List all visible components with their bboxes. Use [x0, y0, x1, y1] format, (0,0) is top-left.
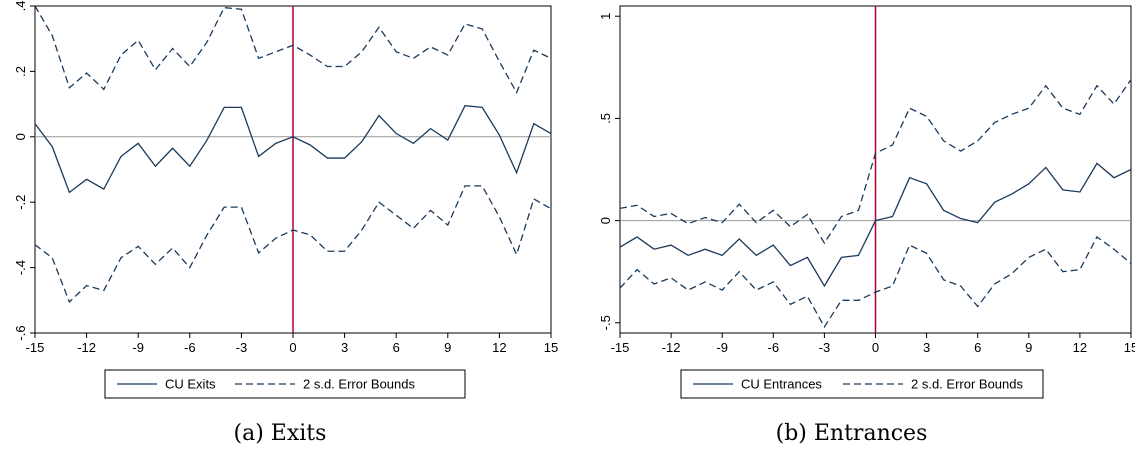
x-tick-label: -15 [611, 340, 630, 355]
x-tick-label: 9 [1025, 340, 1032, 355]
legend-label-error-bounds: 2 s.d. Error Bounds [911, 377, 1023, 392]
x-tick-label: -3 [236, 340, 248, 355]
x-tick-label: -15 [26, 340, 45, 355]
y-tick-label: -.2 [13, 195, 28, 210]
x-tick-label: 0 [289, 340, 296, 355]
y-tick-label: .5 [598, 113, 613, 124]
y-tick-label: .2 [13, 66, 28, 77]
entrances-chart: -.5 0 .5 1 -15 -12 -9 -6 -3 0 3 6 9 12 15 CU Entrances 2… [598, 5, 1135, 399]
y-tick-label: 0 [13, 133, 28, 140]
y-tick-label: -.4 [13, 260, 28, 275]
y-tick-label: 0 [598, 217, 613, 224]
x-tick-label: -12 [77, 340, 96, 355]
chart-legend: CU Exits 2 s.d. Error Bounds [104, 369, 466, 399]
x-tick-label: 9 [444, 340, 451, 355]
x-tick-label: -9 [132, 340, 144, 355]
lower-error-bound-line [34, 185, 552, 304]
x-tick-label: 12 [1073, 340, 1087, 355]
y-tick-label: -.5 [598, 315, 613, 330]
chart-caption-entrances: (b) Entrances [775, 421, 928, 446]
y-tick-label: -.6 [13, 325, 28, 340]
legend-box [680, 369, 1044, 399]
chart-legend: CU Entrances 2 s.d. Error Bounds [680, 369, 1044, 399]
x-tick-label: 15 [1124, 340, 1135, 355]
x-tick-label: 6 [974, 340, 981, 355]
x-tick-label: 15 [544, 340, 558, 355]
x-tick-label: 3 [923, 340, 930, 355]
exits-chart: -.6 -.4 -.2 0 .2 .4 -15 -12 -9 -6 -3 0 3 6 9 12 15 CU Exi… [13, 1, 558, 399]
y-tick-label: .4 [13, 1, 28, 12]
x-tick-label: 3 [341, 340, 348, 355]
upper-error-bound-line [34, 5, 552, 95]
legend-label-estimate: CU Exits [165, 377, 216, 392]
x-tick-label: 0 [872, 340, 879, 355]
x-tick-label: 12 [492, 340, 506, 355]
x-tick-label: -6 [184, 340, 196, 355]
chart-caption-exits: (a) Exits [233, 421, 327, 446]
point-estimate-line [619, 162, 1132, 288]
upper-error-bound-line [619, 79, 1132, 245]
x-tick-label: 6 [393, 340, 400, 355]
x-tick-label: -9 [716, 340, 728, 355]
y-tick-label: 1 [598, 13, 613, 20]
chart-panel-exits: -.6 -.4 -.2 0 .2 .4 -15 -12 -9 -6 -3 0 3 6 9 12 15 CU Exi… [0, 0, 560, 466]
legend-label-error-bounds: 2 s.d. Error Bounds [303, 377, 415, 392]
lower-error-bound-line [619, 235, 1132, 329]
x-tick-label: -6 [768, 340, 780, 355]
x-tick-label: -12 [662, 340, 681, 355]
x-tick-label: -3 [819, 340, 831, 355]
legend-label-estimate: CU Entrances [741, 377, 822, 392]
point-estimate-line [34, 105, 552, 194]
chart-panel-entrances: -.5 0 .5 1 -15 -12 -9 -6 -3 0 3 6 9 12 15 CU Entrances 2… [568, 0, 1135, 466]
